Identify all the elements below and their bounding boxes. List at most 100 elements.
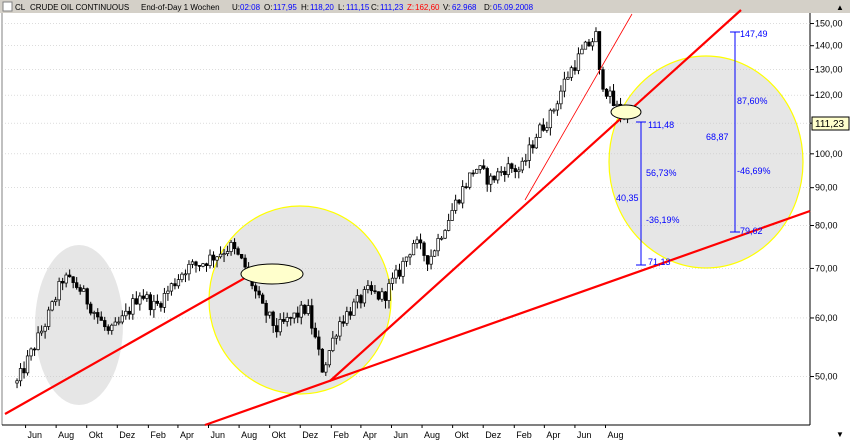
o-label: O: [264,3,272,12]
candle-body [506,163,510,176]
candle-body [331,337,335,351]
candle-body [404,256,409,262]
candle-body [446,220,451,231]
candle-body [211,254,216,261]
x-tick-label: Aug [58,430,74,440]
candle-body [275,325,279,333]
candle-body [180,273,184,280]
candle-body [197,265,202,267]
l-label: L: [338,3,345,12]
h-value: 118,20 [310,3,334,12]
candle-body [376,291,381,300]
candle-body [190,261,195,265]
candle-body [478,165,482,170]
x-tick-label: Jun [577,430,592,440]
candle-body [278,319,282,333]
candle-body [362,289,367,304]
candle-body [113,321,117,326]
y-tick-label: 90,00 [815,183,838,193]
candle-body [61,280,65,284]
candle-body [162,293,167,308]
candle-body [418,239,423,244]
candle-body [194,261,198,266]
candle-body [425,255,430,265]
candle-body [348,311,353,316]
candle-body [18,368,23,382]
trendline-1 [4,265,267,415]
annotation-range-2: 68,87 [706,132,729,142]
candle-body [268,311,272,316]
candle-body [341,321,346,324]
x-tick-label: Dez [302,430,319,440]
x-tick-label: Jun [393,430,408,440]
candle-body [306,305,310,314]
candle-body [453,199,458,211]
x-tick-label: Dez [119,430,136,440]
instrument-name: CRUDE OIL CONTINUOUS [30,3,129,12]
candle-body [57,280,61,301]
x-tick-label: Jun [211,430,226,440]
candle-body [524,160,528,162]
candle-body [138,295,142,305]
x-tick-label: Feb [333,430,349,440]
candle-body [534,137,538,149]
candle-body [120,315,124,323]
candle-body [271,311,275,326]
candle-body [71,276,75,283]
candle-body [334,335,338,339]
candle-body [208,254,212,266]
u-value: 02:08 [240,3,261,12]
last-price-label: 111,23 [815,119,845,130]
header-checkbox[interactable] [2,1,13,12]
candle-body [548,109,553,129]
candle-body [397,269,402,277]
scroll-down-icon[interactable]: ▼ [836,430,844,439]
scroll-up-icon[interactable]: ▲ [836,3,844,12]
candle-body [145,294,149,299]
candle-body [257,290,261,296]
candle-body [92,312,96,314]
x-axis-group: Jun Aug Okt Dez Feb Apr Jun Aug Okt Dez Feb Apr Jun A… [25,425,624,440]
candle-body [573,67,577,71]
highlight-ellipse-2 [208,205,392,395]
candle-body [513,168,517,173]
x-tick-label: Aug [241,430,257,440]
candle-body [225,251,230,255]
h-label: H: [301,3,309,12]
candle-body [320,348,324,373]
candle-body [204,263,209,266]
candle-body [373,290,377,293]
candle-body [327,350,331,366]
candle-body [169,283,174,292]
candle-body [296,312,300,318]
candle-body [608,90,612,97]
candle-body [552,109,556,112]
annotation-current: 111,48 [648,120,674,130]
trendline-3 [204,209,811,427]
candle-body [127,310,131,315]
candle-body [422,242,426,256]
candle-body [215,256,219,261]
candle-body [85,288,89,305]
candle-body [289,317,293,319]
candle-body [457,199,461,204]
candle-body [68,274,72,278]
candle-body [436,238,440,252]
candle-body [387,283,391,301]
candle-body [285,317,289,322]
z-value: 162,60 [415,3,440,12]
candle-body [39,330,44,334]
candle-body [517,169,521,173]
candle-body [538,124,542,138]
y-tick-label: 130,00 [815,65,843,75]
candle-body [166,290,170,294]
candle-body [601,69,605,90]
candle-body [531,144,535,149]
candle-body [282,319,286,322]
candle-body [597,31,602,70]
candle-body [89,303,93,314]
d-label: D: [484,3,492,12]
candle-body [243,257,247,268]
candle-body [99,316,103,321]
